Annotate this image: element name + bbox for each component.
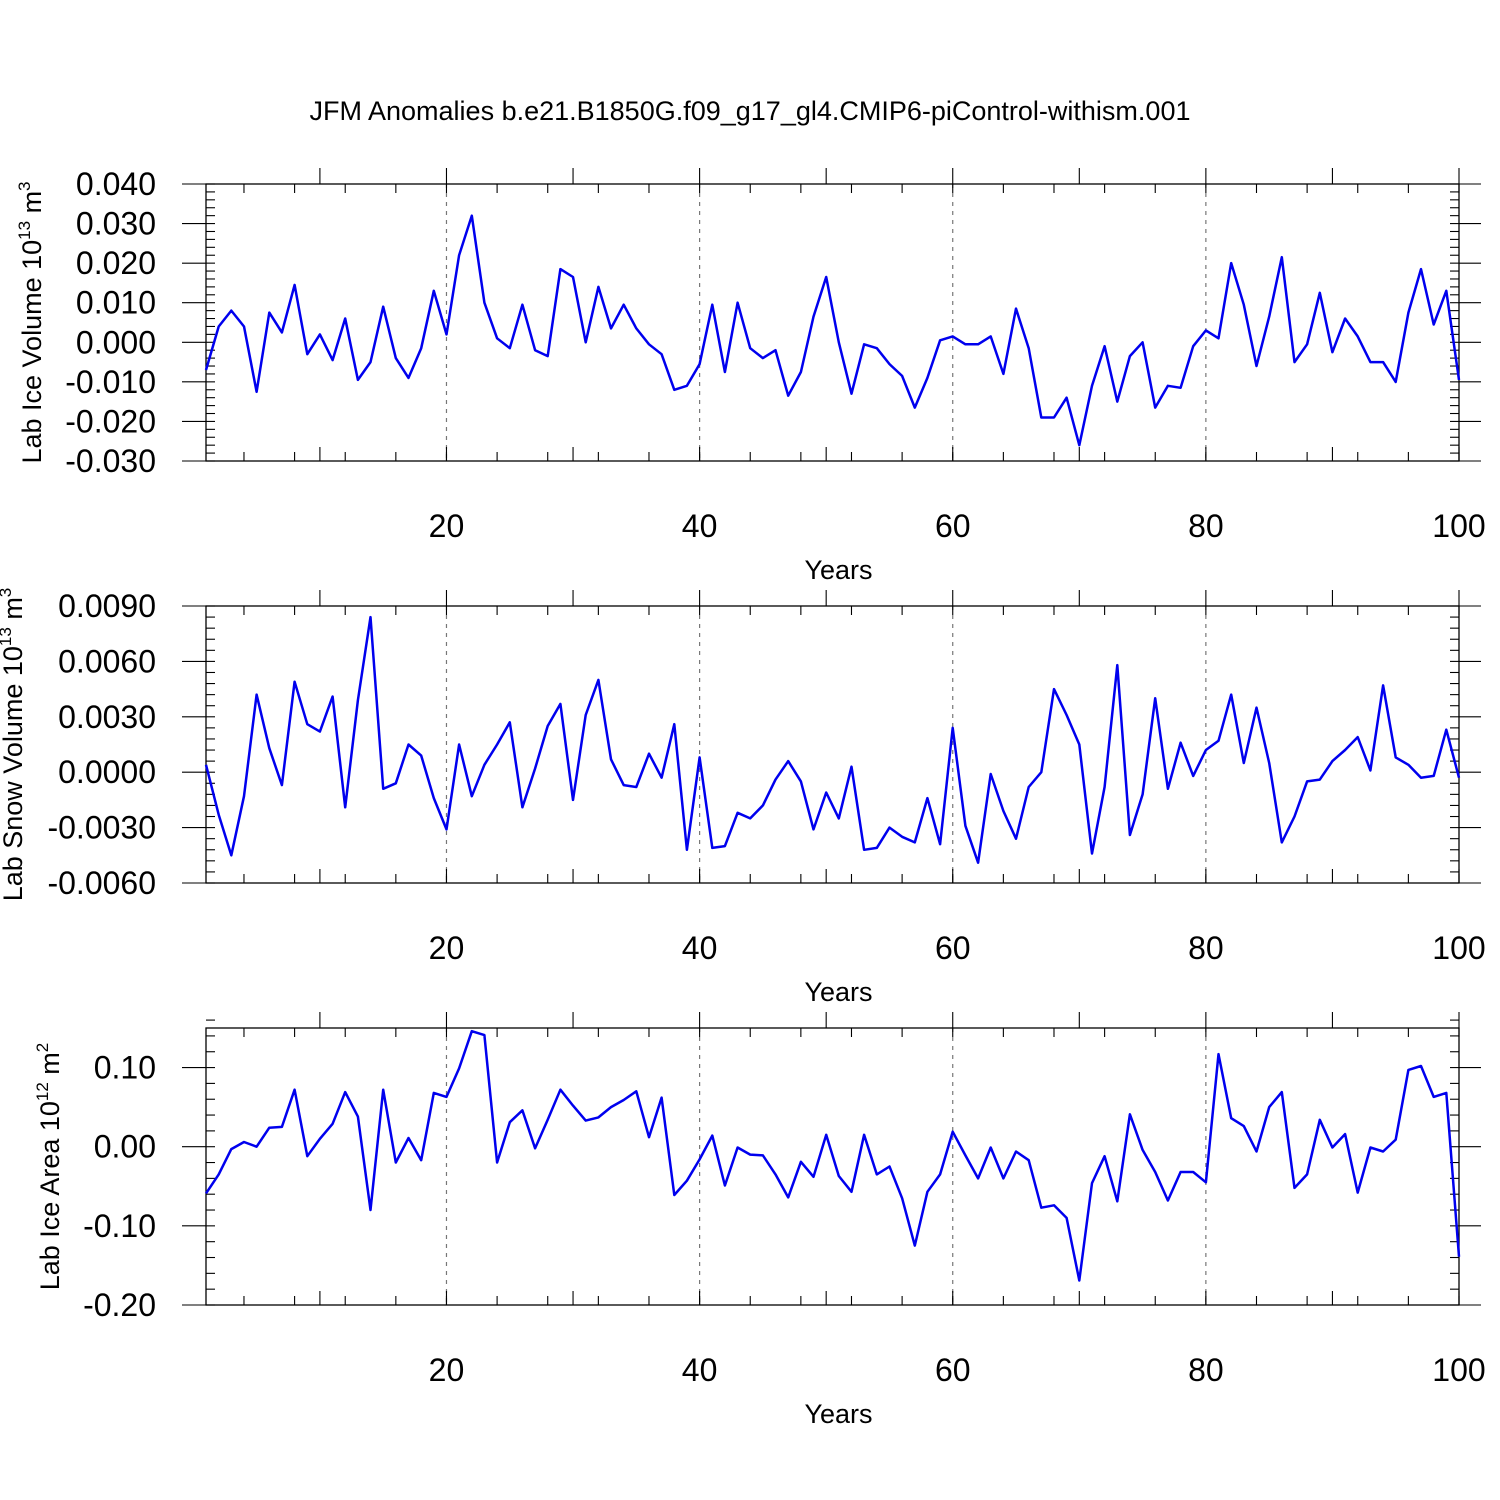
x-axis-title: Years: [804, 555, 872, 585]
x-tick-label: 80: [1188, 508, 1224, 544]
x-tick-label: 80: [1188, 930, 1224, 966]
y-tick-label: 0.10: [94, 1050, 156, 1086]
y-tick-label: -0.020: [65, 403, 156, 439]
x-axis-title: Years: [804, 1399, 872, 1429]
x-tick-label: 20: [429, 1352, 465, 1388]
x-tick-label: 60: [935, 930, 971, 966]
chart-panel-2: -0.0060 -0.0030 0.0000 0.0030 0.0060 0.0090 20…: [0, 588, 1486, 1007]
y-tick-label: -0.0060: [47, 865, 156, 901]
x-tick-label: 60: [935, 508, 971, 544]
y-tick-label: -0.030: [65, 443, 156, 479]
figure-title: JFM Anomalies b.e21.B1850G.f09_g17_gl4.C…: [310, 96, 1191, 126]
x-tick-label: 100: [1432, 1352, 1485, 1388]
plot-frame: [205, 605, 1460, 884]
y-tick-label: 0.0030: [58, 699, 156, 735]
y-tick-label: -0.0030: [47, 810, 156, 846]
y-tick-label: -0.10: [83, 1208, 156, 1244]
y-tick-label: 0.0000: [58, 754, 156, 790]
y-tick-label: 0.030: [76, 206, 156, 242]
x-tick-label: 80: [1188, 1352, 1224, 1388]
x-tick-label: 20: [429, 930, 465, 966]
x-axis-title: Years: [804, 977, 872, 1007]
y-tick-label: 0.020: [76, 245, 156, 281]
plot-frame: [205, 183, 1460, 462]
plot-frame: [205, 1027, 1460, 1306]
y-tick-label: -0.20: [83, 1287, 156, 1323]
x-tick-label: 40: [682, 1352, 718, 1388]
y-tick-label: 0.010: [76, 285, 156, 321]
x-tick-label: 40: [682, 508, 718, 544]
y-tick-label: 0.040: [76, 166, 156, 202]
x-tick-label: 40: [682, 930, 718, 966]
y-tick-label: 0.00: [94, 1129, 156, 1165]
y-axis-title: Lab Ice Volume 1013 m3: [15, 181, 47, 463]
series-line: [204, 1029, 1461, 1282]
y-tick-label: 0.0060: [58, 643, 156, 679]
y-axis-title: Lab Ice Area 1012 m2: [33, 1043, 65, 1291]
series-line: [204, 214, 1461, 447]
series-line: [204, 615, 1461, 864]
y-tick-label: 0.000: [76, 324, 156, 360]
y-axis-title: Lab Snow Volume 1013 m3: [0, 588, 28, 902]
chart-panel-3: -0.20 -0.10 0.00 0.10 20 40 60 80 100 Years Lab Ic…: [33, 1012, 1486, 1429]
y-tick-label: -0.010: [65, 364, 156, 400]
x-tick-label: 60: [935, 1352, 971, 1388]
x-tick-label: 100: [1432, 930, 1485, 966]
x-tick-label: 20: [429, 508, 465, 544]
y-tick-label: 0.0090: [58, 588, 156, 624]
x-tick-label: 100: [1432, 508, 1485, 544]
